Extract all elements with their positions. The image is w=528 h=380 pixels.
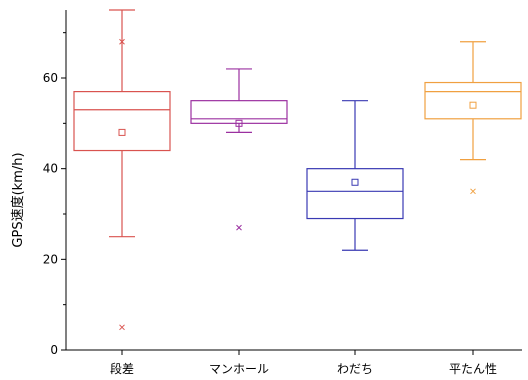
box-series xyxy=(306,100,404,251)
y-axis-label: GPS速度(km/h) xyxy=(10,152,26,247)
box xyxy=(73,90,171,152)
y-tick-label: 40 xyxy=(43,162,58,176)
x-tick-label: 平たん性 xyxy=(449,362,497,376)
box xyxy=(190,100,288,124)
mean-marker xyxy=(235,119,243,127)
x-tick-label: 段差 xyxy=(110,361,134,376)
y-tick-label: 60 xyxy=(43,71,58,85)
y-tick-label: 0 xyxy=(50,343,58,357)
box xyxy=(306,168,404,220)
outlier-marker xyxy=(236,224,242,231)
x-tick-label: わだち xyxy=(337,362,373,376)
box-series xyxy=(424,41,522,195)
outlier-marker xyxy=(119,324,125,331)
mean-marker xyxy=(469,101,477,109)
axes-group: 0 20 40 60 段差 マンホール わだち 平たん性 xyxy=(43,10,522,376)
mean-marker xyxy=(118,128,126,136)
box-series xyxy=(190,68,288,231)
extra-marker xyxy=(119,38,125,45)
mean-marker xyxy=(351,178,359,186)
box-series xyxy=(73,9,171,331)
boxes-group xyxy=(73,9,522,331)
box xyxy=(424,81,522,120)
y-tick-label: 20 xyxy=(43,252,58,266)
x-tick-label: マンホール xyxy=(209,362,269,376)
outlier-marker xyxy=(470,188,476,195)
